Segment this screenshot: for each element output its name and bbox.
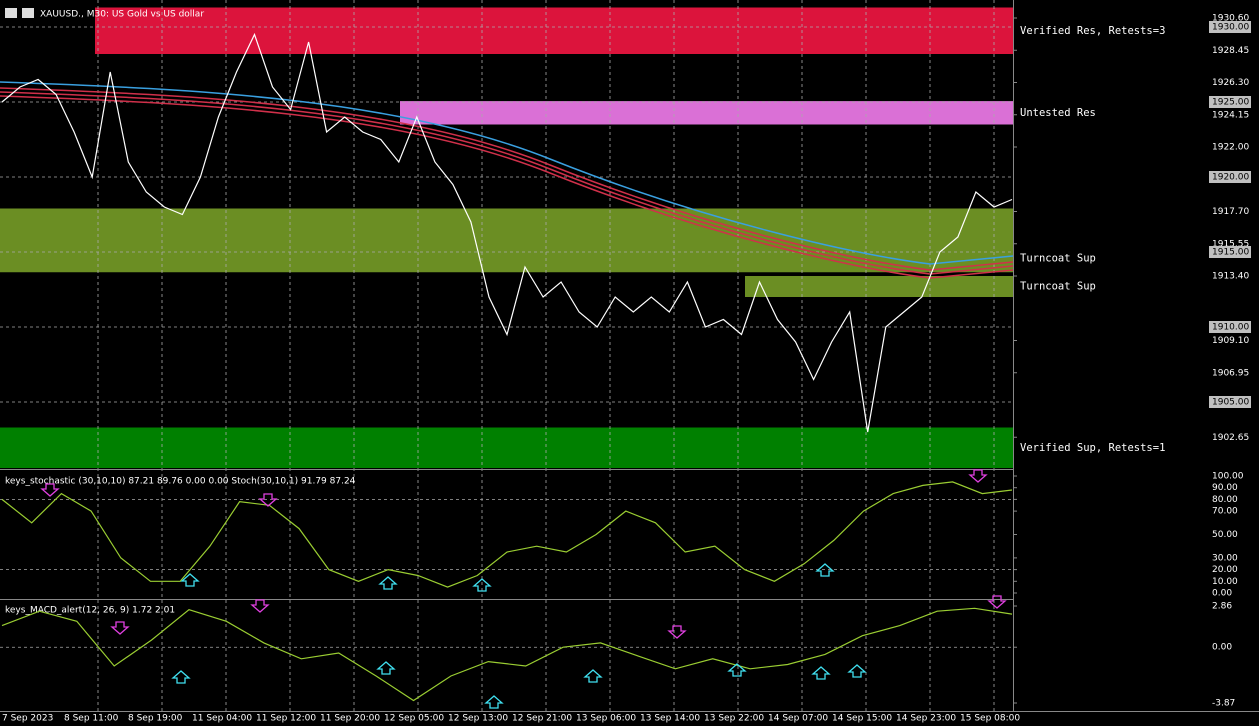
stochastic-tick-label: 70.00	[1212, 507, 1238, 517]
stoch-label: keys_stochastic (30,10,10) 87.21 89.76 0…	[5, 477, 356, 487]
price-tick-label: 1917.70	[1212, 207, 1249, 217]
time-label: 7 Sep 2023	[2, 714, 53, 724]
zone-label: Verified Res, Retests=3	[1020, 25, 1165, 37]
zone	[95, 7, 1013, 54]
time-label: 13 Sep 14:00	[640, 714, 700, 724]
time-label: 8 Sep 11:00	[64, 714, 119, 724]
zone	[0, 208, 1013, 273]
main-panel	[0, 0, 1014, 711]
buy-arrow	[847, 664, 867, 678]
price-tick-label: 1924.15	[1212, 110, 1249, 120]
buy-arrow	[171, 670, 191, 684]
stochastic-tick-label: 30.00	[1212, 553, 1238, 563]
time-label: 14 Sep 07:00	[768, 714, 828, 724]
chart-title: XAUUSD., M30: US Gold vs US dollar	[40, 10, 204, 20]
price-line	[1, 32, 1013, 433]
level-label: 1905.00	[1212, 398, 1249, 408]
zone-label: Turncoat Sup	[1020, 281, 1096, 293]
level-label: 1930.00	[1212, 23, 1249, 33]
level-box	[1209, 96, 1251, 108]
stochastic-tick-label: 90.00	[1212, 483, 1238, 493]
stochastic-line	[1, 481, 1013, 588]
panel-divider	[0, 469, 1013, 470]
buy-arrow	[727, 663, 747, 677]
sell-arrow	[667, 625, 687, 639]
macd-tick-label: -3.87	[1212, 699, 1235, 709]
zone-label: Verified Sup, Retests=1	[1020, 442, 1165, 454]
buy-arrow	[811, 666, 831, 680]
ma-ribbon	[0, 91, 1014, 275]
menu-icon[interactable]	[5, 8, 17, 18]
time-label: 13 Sep 06:00	[576, 714, 636, 724]
zone	[745, 276, 1013, 297]
price-tick-label: 1922.00	[1212, 143, 1249, 153]
buy-arrow	[583, 669, 603, 683]
level-label: 1915.00	[1212, 248, 1249, 258]
stochastic-tick-label: 10.00	[1212, 577, 1238, 587]
level-box	[1209, 246, 1251, 258]
menu-icon[interactable]	[22, 8, 34, 18]
sell-arrow	[110, 621, 130, 635]
axis-border	[1013, 0, 1014, 712]
macd-label: keys_MACD_alert(12, 26, 9) 1.72 2.01	[5, 606, 175, 616]
sell-arrow	[968, 469, 988, 483]
price-tick-label: 1909.10	[1212, 336, 1249, 346]
stochastic-tick-label: 0.00	[1212, 589, 1232, 599]
stochastic-tick-label: 100.00	[1212, 472, 1244, 482]
price-tick-label: 1913.40	[1212, 272, 1249, 282]
level-box	[1209, 21, 1251, 33]
level-label: 1910.00	[1212, 323, 1249, 333]
buy-arrow	[376, 661, 396, 675]
price-tick-label: 1906.95	[1212, 368, 1249, 378]
time-label: 8 Sep 19:00	[128, 714, 183, 724]
price-tick-label: 1930.60	[1212, 14, 1249, 24]
buy-arrow	[484, 695, 504, 709]
level-box	[1209, 171, 1251, 183]
ma-ribbon	[0, 81, 1014, 265]
level-label: 1925.00	[1212, 98, 1249, 108]
time-label: 12 Sep 13:00	[448, 714, 508, 724]
zone-label: Untested Res	[1020, 107, 1096, 119]
sell-arrow	[40, 483, 60, 497]
zone	[0, 427, 1013, 468]
macd-tick-label: 0.00	[1212, 643, 1232, 653]
level-label: 1920.00	[1212, 173, 1249, 183]
time-label: 14 Sep 23:00	[896, 714, 956, 724]
sell-arrow	[250, 599, 270, 613]
buy-arrow	[180, 573, 200, 587]
price-tick-label: 1902.65	[1212, 433, 1249, 443]
buy-arrow	[815, 563, 835, 577]
price-tick-label: 1928.45	[1212, 46, 1249, 56]
stochastic-tick-label: 80.00	[1212, 495, 1238, 505]
buy-arrow	[472, 578, 492, 592]
ma-ribbon	[0, 87, 1014, 271]
panel-divider	[0, 599, 1013, 600]
time-label: 11 Sep 20:00	[320, 714, 380, 724]
zone-label: Turncoat Sup	[1020, 252, 1096, 264]
time-label: 11 Sep 12:00	[256, 714, 316, 724]
sell-arrow	[987, 595, 1007, 609]
axis-border	[0, 711, 1259, 712]
time-label: 14 Sep 15:00	[832, 714, 892, 724]
stochastic-tick-label: 50.00	[1212, 530, 1238, 540]
ma-ribbon	[0, 95, 1014, 279]
level-box	[1209, 396, 1251, 408]
time-label: 15 Sep 08:00	[960, 714, 1020, 724]
macd-line	[1, 607, 1013, 702]
sell-arrow	[258, 493, 278, 507]
buy-arrow	[378, 576, 398, 590]
price-tick-label: 1926.30	[1212, 78, 1249, 88]
time-label: 11 Sep 04:00	[192, 714, 252, 724]
price-tick-label: 1915.55	[1212, 239, 1249, 249]
time-label: 13 Sep 22:00	[704, 714, 764, 724]
macd-tick-label: 2.86	[1212, 602, 1232, 612]
time-label: 12 Sep 21:00	[512, 714, 572, 724]
zone	[400, 101, 1013, 125]
time-label: 12 Sep 05:00	[384, 714, 444, 724]
stochastic-tick-label: 20.00	[1212, 565, 1238, 575]
level-box	[1209, 321, 1251, 333]
